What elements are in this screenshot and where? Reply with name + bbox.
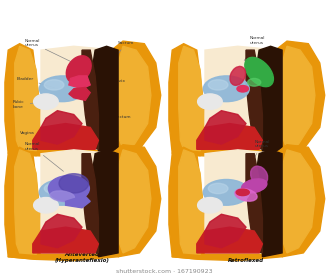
Polygon shape [69, 76, 90, 89]
Polygon shape [172, 244, 282, 261]
Ellipse shape [236, 189, 249, 196]
Polygon shape [41, 46, 115, 149]
Polygon shape [205, 46, 279, 149]
Polygon shape [254, 150, 282, 257]
Polygon shape [15, 46, 43, 151]
Polygon shape [169, 44, 210, 156]
Polygon shape [90, 150, 118, 257]
Text: Retroflexed: Retroflexed [228, 258, 264, 263]
Ellipse shape [251, 166, 268, 185]
Polygon shape [254, 46, 282, 153]
Text: Cervix: Cervix [88, 79, 126, 89]
Ellipse shape [66, 56, 91, 83]
Text: Bladder: Bladder [16, 77, 55, 88]
Polygon shape [172, 140, 282, 157]
Polygon shape [282, 46, 315, 149]
Text: Rectum: Rectum [109, 104, 131, 119]
Ellipse shape [34, 197, 58, 213]
Polygon shape [276, 145, 325, 257]
Polygon shape [179, 46, 207, 151]
Polygon shape [205, 214, 246, 248]
Ellipse shape [248, 78, 261, 86]
Polygon shape [246, 154, 262, 253]
Ellipse shape [235, 189, 257, 201]
Polygon shape [82, 50, 98, 149]
Text: POSITIONS OF UTERUS: POSITIONS OF UTERUS [61, 9, 267, 24]
Ellipse shape [230, 66, 246, 85]
Polygon shape [197, 123, 262, 149]
Polygon shape [82, 154, 98, 253]
Text: Pubic
bone: Pubic bone [13, 101, 43, 109]
Polygon shape [118, 150, 151, 253]
Polygon shape [118, 46, 151, 149]
Polygon shape [276, 41, 325, 153]
Text: shutterstock.com · 167190923: shutterstock.com · 167190923 [116, 269, 212, 274]
Polygon shape [5, 147, 46, 259]
Text: Normal position: Normal position [57, 154, 107, 159]
Ellipse shape [241, 179, 267, 193]
Ellipse shape [237, 86, 249, 92]
Text: Retroverted: Retroverted [227, 154, 265, 159]
Ellipse shape [44, 80, 64, 90]
Polygon shape [169, 147, 210, 259]
Polygon shape [69, 87, 90, 100]
Polygon shape [246, 50, 262, 149]
Polygon shape [41, 214, 82, 248]
Ellipse shape [59, 174, 89, 193]
Text: Anteverted
(Hyperanteflexio): Anteverted (Hyperanteflexio) [54, 252, 110, 263]
Ellipse shape [203, 76, 249, 102]
Polygon shape [5, 44, 46, 156]
Polygon shape [41, 150, 115, 253]
Text: Normal
uterus: Normal uterus [247, 140, 270, 171]
Text: Vagina: Vagina [20, 128, 55, 135]
Ellipse shape [197, 94, 222, 109]
Ellipse shape [49, 176, 89, 201]
Ellipse shape [197, 197, 222, 213]
Polygon shape [33, 123, 98, 149]
Text: Normal
uterus: Normal uterus [25, 142, 63, 171]
Polygon shape [41, 111, 82, 144]
Polygon shape [205, 150, 279, 253]
Polygon shape [197, 227, 262, 253]
Ellipse shape [44, 183, 64, 194]
Polygon shape [8, 140, 118, 157]
Polygon shape [8, 244, 118, 261]
Polygon shape [90, 46, 118, 153]
Polygon shape [179, 150, 207, 254]
Text: Sacrum: Sacrum [113, 41, 134, 61]
Ellipse shape [208, 80, 228, 90]
Ellipse shape [203, 179, 249, 205]
Polygon shape [66, 196, 90, 208]
Polygon shape [33, 227, 98, 253]
Polygon shape [282, 150, 315, 253]
Ellipse shape [208, 183, 228, 194]
Ellipse shape [50, 191, 74, 202]
Polygon shape [205, 111, 246, 144]
Ellipse shape [39, 76, 85, 102]
Ellipse shape [245, 57, 274, 87]
Polygon shape [15, 150, 43, 254]
Ellipse shape [39, 179, 85, 205]
Ellipse shape [34, 94, 58, 109]
Polygon shape [112, 41, 161, 153]
Polygon shape [112, 145, 161, 257]
Text: Normal
uterus: Normal uterus [25, 39, 71, 62]
Text: Normal
uterus: Normal uterus [244, 36, 265, 61]
